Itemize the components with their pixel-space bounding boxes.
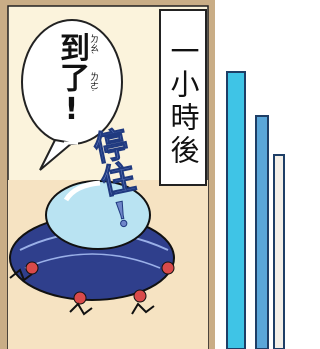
speed-bar bbox=[256, 116, 268, 349]
speed-bar bbox=[227, 72, 245, 349]
caption-text: 一小時後 bbox=[168, 36, 197, 168]
speed-bar bbox=[274, 155, 284, 349]
comic-panel bbox=[0, 0, 306, 349]
ufo-light bbox=[134, 290, 146, 302]
speech-text: 到了! bbox=[56, 32, 86, 127]
ufo-light bbox=[162, 262, 174, 274]
ufo-light bbox=[26, 262, 38, 274]
phonetic-text: ㄉㄠˋ ㄌㄜ˙ bbox=[88, 34, 97, 100]
page: 一小時後 到了! ㄉㄠˋ ㄌㄜ˙ 停住! (() => { const data… bbox=[0, 0, 306, 349]
ufo-light bbox=[74, 292, 86, 304]
